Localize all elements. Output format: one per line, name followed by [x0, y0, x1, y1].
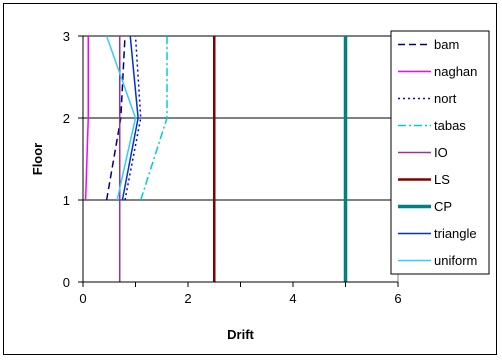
legend: bam naghan nort tabas IO LS CP triangle uniform [390, 30, 490, 275]
x-tick-label: 6 [394, 291, 401, 306]
legend-label: uniform [434, 253, 477, 268]
series-line-triangle [121, 35, 139, 201]
axes: 0 2 4 6 0 1 2 3 [63, 29, 402, 306]
y-tick-label: 0 [63, 275, 70, 290]
x-tick-label: 4 [289, 291, 296, 306]
x-tick-label: 2 [184, 291, 191, 306]
chart-frame: 0 2 4 6 0 1 2 3 bam naghan nort tabas IO LS CP triangl… [3, 3, 497, 355]
series-line-tabas [140, 36, 168, 201]
plot-area [82, 35, 399, 283]
x-tick-label: 0 [79, 291, 86, 306]
legend-entry-triangle: triangle [398, 226, 477, 241]
y-tick-label: 2 [63, 111, 70, 126]
series-line-uniform [105, 35, 137, 201]
legend-entry-IO: IO [398, 145, 448, 160]
legend-label: naghan [434, 64, 477, 79]
legend-entry-uniform: uniform [398, 253, 477, 268]
legend-entry-bam: bam [398, 37, 459, 52]
series-line-bam [105, 35, 126, 201]
y-tick-label: 1 [63, 193, 70, 208]
chart-canvas: 0 2 4 6 0 1 2 3 bam naghan nort tabas IO LS CP triangl… [30, 29, 490, 342]
legend-label: bam [434, 37, 459, 52]
legend-entry-tabas: tabas [398, 118, 466, 133]
legend-entry-LS: LS [398, 172, 450, 187]
y-tick-label: 3 [63, 29, 70, 44]
legend-label: LS [434, 172, 450, 187]
legend-entry-naghan: naghan [398, 64, 477, 79]
series-line-naghan [84, 36, 89, 201]
legend-label: tabas [434, 118, 466, 133]
legend-label: nort [434, 91, 457, 106]
y-axis-label: Floor [30, 143, 45, 176]
legend-label: triangle [434, 226, 477, 241]
legend-entry-nort: nort [398, 91, 457, 106]
legend-label: IO [434, 145, 448, 160]
x-axis-label: Drift [227, 327, 254, 342]
legend-label: CP [434, 199, 452, 214]
legend-entry-CP: CP [398, 199, 452, 214]
